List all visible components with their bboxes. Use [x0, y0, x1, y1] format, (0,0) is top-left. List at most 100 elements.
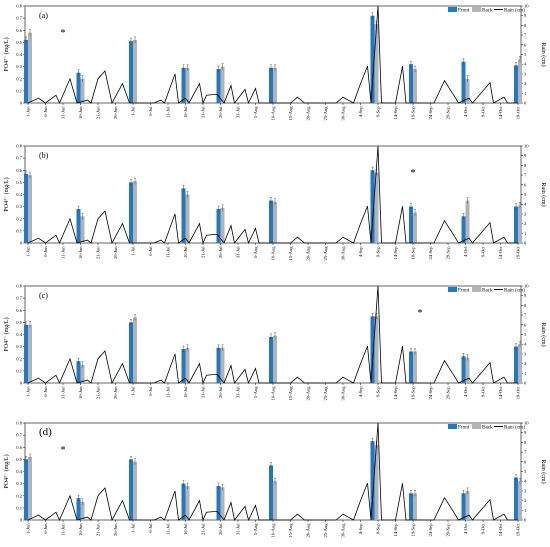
- bar-front: [216, 347, 221, 383]
- x-tick-label: 14-Oct: [498, 246, 503, 259]
- x-tick-label: 19-Oct: [516, 523, 521, 536]
- bar-front: [181, 349, 186, 383]
- x-tick-label: 10-Aug: [271, 386, 276, 401]
- y2-tick-label: 8: [524, 303, 527, 308]
- x-tick-label: 11-Jun: [61, 523, 66, 536]
- legend-label: Rain (cm): [504, 424, 525, 431]
- bar-front: [76, 209, 81, 243]
- x-tick-label: 16-Jun: [78, 106, 83, 119]
- bar-back: [465, 357, 470, 383]
- y2-tick-label: 2: [524, 498, 527, 503]
- y2-tick-label: 5: [524, 469, 527, 474]
- bar-back: [133, 317, 137, 383]
- y2-tick-label: 5: [524, 192, 527, 197]
- x-tick-label: 1-Jul: [131, 523, 136, 533]
- bar-back: [28, 324, 32, 383]
- y-tick-label: 0.4: [16, 192, 22, 197]
- panel-label: (a): [39, 11, 48, 20]
- y-tick-label: 0.2: [16, 493, 22, 498]
- x-tick-label: 21-Jul: [201, 106, 206, 118]
- rain-line: [27, 285, 518, 385]
- legend-label: Front: [458, 288, 470, 294]
- bar-back: [220, 207, 225, 243]
- y2-tick-label: 5: [524, 332, 527, 337]
- x-tick-label: 11-Jul: [166, 386, 171, 398]
- x-tick-label: 16-Jul: [183, 523, 188, 535]
- bar-back: [220, 487, 225, 520]
- x-tick-label: 10-Aug: [271, 523, 276, 538]
- x-tick-label: 20-Aug: [306, 106, 311, 121]
- bar-front: [461, 493, 466, 520]
- bar-back: [273, 201, 277, 243]
- x-tick-label: 1-Jul: [131, 106, 136, 116]
- y-tick-label: 0: [20, 101, 23, 106]
- y-tick-label: 0.6: [16, 28, 22, 33]
- rain-line: [27, 5, 518, 105]
- significance-star: *: [61, 28, 66, 39]
- x-tick-label: 31-Jul: [236, 386, 241, 398]
- x-tick-label: 31-Jul: [236, 523, 241, 535]
- y-tick-label: 0.5: [16, 40, 22, 45]
- x-tick-label: 9-Oct: [481, 523, 486, 534]
- bar-back: [413, 69, 417, 103]
- x-tick-label: 14-Sep: [393, 386, 398, 400]
- y2-tick-label: 8: [524, 163, 527, 168]
- bar-front: [24, 459, 28, 520]
- y2-tick-label: 3: [524, 351, 527, 356]
- x-tick-label: 26-Jul: [218, 523, 223, 535]
- y-tick-label: 0.5: [16, 320, 22, 325]
- y-tick-label: 0.8: [16, 284, 22, 289]
- y2-tick-label: 6: [524, 182, 527, 187]
- x-tick-label: 19-Oct: [516, 386, 521, 399]
- y-tick-label: 0.7: [16, 433, 22, 438]
- y-tick-label: 0.1: [16, 228, 22, 233]
- rain-line: [27, 145, 518, 245]
- x-tick-label: 21-Jun: [96, 246, 101, 259]
- y2-tick-label: 7: [524, 33, 527, 38]
- x-tick-label: 30-Aug: [341, 523, 346, 538]
- y2-tick-label: 8: [524, 23, 527, 28]
- x-tick-label: 26-Jun: [113, 386, 118, 399]
- x-tick-label: 20-Aug: [306, 523, 311, 538]
- x-tick-label: 9-Oct: [481, 386, 486, 397]
- y2-tick-label: 10: [524, 4, 529, 9]
- bar-front: [129, 182, 133, 243]
- bar-back: [273, 481, 277, 520]
- legend-label: Rain (cm): [504, 7, 525, 14]
- x-tick-label: 24-Sep: [428, 106, 433, 120]
- y2-tick-label: 4: [524, 479, 527, 484]
- x-tick-label: 10-Aug: [271, 246, 276, 261]
- legend-swatch: [472, 7, 481, 12]
- bar-front: [216, 486, 221, 520]
- x-tick-label: 26-Jun: [113, 523, 118, 536]
- x-tick-label: 11-Jun: [61, 246, 66, 259]
- y-tick-label: 0: [20, 518, 23, 523]
- x-tick-label: 21-Jun: [96, 523, 101, 536]
- x-tick-label: 1-Jun: [26, 386, 31, 397]
- x-tick-label: 6-Jul: [148, 386, 153, 396]
- y-tick-label: 0.1: [16, 505, 22, 510]
- x-tick-label: 4-Oct: [463, 246, 468, 257]
- y-tick-label: 0.3: [16, 204, 22, 209]
- y2-tick-label: 0: [524, 518, 527, 523]
- x-tick-label: 29-Sep: [446, 523, 451, 537]
- bar-back: [80, 364, 85, 383]
- x-tick-label: 6-Jun: [43, 523, 48, 534]
- x-tick-label: 16-Jun: [78, 386, 83, 399]
- bar-front: [409, 64, 413, 103]
- x-tick-label: 9-Sep: [376, 246, 381, 257]
- x-tick-label: 21-Jun: [96, 106, 101, 119]
- y-tick-label: 0.6: [16, 308, 22, 313]
- x-tick-label: 15-Aug: [288, 523, 293, 538]
- x-tick-label: 20-Aug: [306, 246, 311, 261]
- y2-tick-label: 9: [524, 13, 527, 18]
- y-tick-label: 0.8: [16, 4, 22, 9]
- x-tick-label: 6-Jul: [148, 106, 153, 116]
- rain-line: [27, 422, 518, 522]
- bar-front: [76, 498, 81, 520]
- x-tick-label: 14-Oct: [498, 386, 503, 399]
- x-tick-label: 31-Jul: [236, 246, 241, 258]
- y2-tick-label: 6: [524, 459, 527, 464]
- y-tick-label: 0.6: [16, 445, 22, 450]
- x-tick-label: 30-Aug: [341, 246, 346, 261]
